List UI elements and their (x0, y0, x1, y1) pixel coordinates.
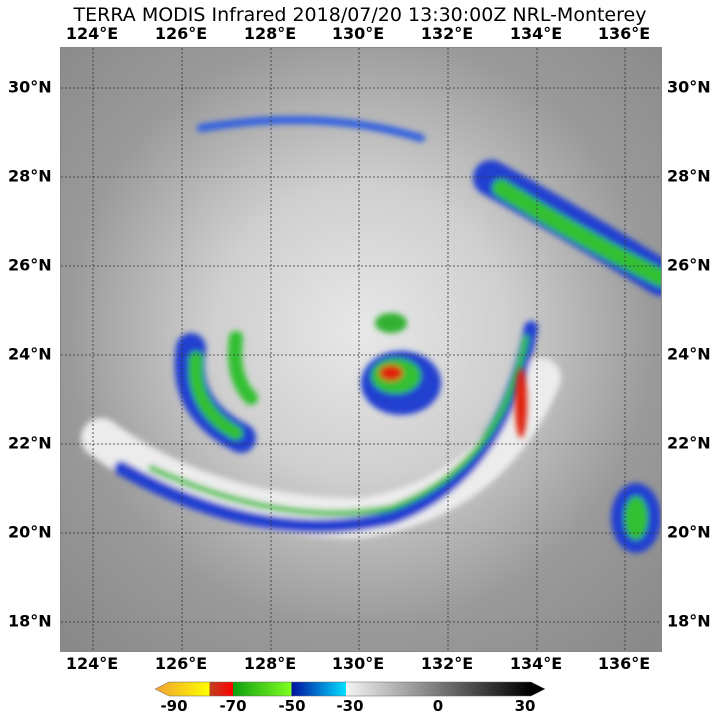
lat-label-right: 24°N (667, 344, 711, 364)
colorbar-tick-label: -90 (160, 697, 188, 715)
lat-label-left: 24°N (8, 344, 52, 364)
lon-label-bottom: 136°E (597, 654, 651, 673)
lon-label-bottom: 134°E (509, 654, 563, 673)
colorbar-tick-label: 30 (514, 697, 536, 715)
lon-label-top: 130°E (331, 24, 385, 43)
lon-label-top: 136°E (597, 24, 651, 43)
lat-label-left: 30°N (8, 77, 52, 97)
colorbar-tick-label: -30 (336, 697, 364, 715)
colorbar (155, 681, 545, 697)
lat-label-left: 20°N (8, 522, 52, 542)
lon-label-top: 124°E (65, 24, 119, 43)
lat-label-right: 18°N (667, 611, 711, 631)
lat-label-right: 28°N (667, 166, 711, 186)
colorbar-tick-label: -70 (219, 697, 247, 715)
lat-label-left: 22°N (8, 433, 52, 453)
lon-label-bottom: 126°E (154, 654, 208, 673)
colorbar-tick-label: 0 (432, 697, 444, 715)
lat-label-right: 26°N (667, 255, 711, 275)
lon-label-top: 128°E (243, 24, 297, 43)
lat-label-left: 18°N (8, 611, 52, 631)
lat-label-left: 28°N (8, 166, 52, 186)
lon-label-top: 134°E (509, 24, 563, 43)
lat-label-right: 22°N (667, 433, 711, 453)
lat-label-left: 26°N (8, 255, 52, 275)
lon-label-bottom: 124°E (65, 654, 119, 673)
lon-label-bottom: 132°E (420, 654, 474, 673)
lon-label-bottom: 130°E (331, 654, 385, 673)
satellite-infrared-image (60, 47, 662, 652)
lon-label-top: 132°E (420, 24, 474, 43)
colorbar-tick-label: -50 (278, 697, 306, 715)
image-title: TERRA MODIS Infrared 2018/07/20 13:30:00… (73, 4, 647, 26)
lon-label-bottom: 128°E (243, 654, 297, 673)
lat-label-right: 30°N (667, 77, 711, 97)
lat-label-right: 20°N (667, 522, 711, 542)
lon-label-top: 126°E (154, 24, 208, 43)
